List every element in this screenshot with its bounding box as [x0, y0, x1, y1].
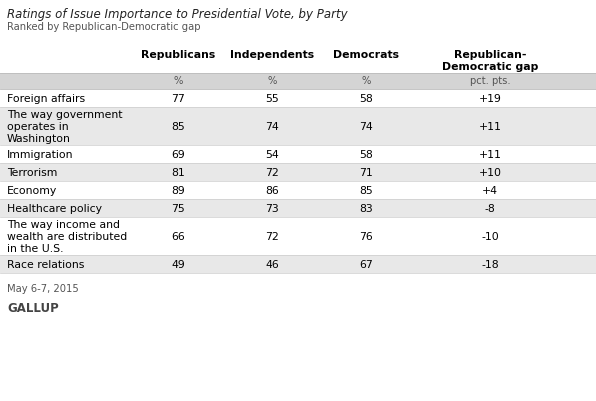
Text: 89: 89: [171, 186, 185, 196]
Text: GALLUP: GALLUP: [7, 301, 59, 314]
Text: 74: 74: [265, 122, 279, 132]
Text: %: %: [361, 76, 371, 86]
Text: 76: 76: [359, 231, 373, 241]
Text: %: %: [173, 76, 183, 86]
Text: pct. pts.: pct. pts.: [470, 76, 510, 86]
Text: Independents: Independents: [230, 50, 314, 60]
Text: Ratings of Issue Importance to Presidential Vote, by Party: Ratings of Issue Importance to President…: [7, 8, 347, 21]
Text: Immigration: Immigration: [7, 150, 73, 160]
Text: 58: 58: [359, 150, 373, 160]
Text: 75: 75: [171, 203, 185, 213]
Text: Republicans: Republicans: [141, 50, 215, 60]
Text: %: %: [268, 76, 277, 86]
Text: Terrorism: Terrorism: [7, 168, 57, 178]
Text: 71: 71: [359, 168, 373, 178]
Bar: [0, 164, 596, 182]
Text: +11: +11: [479, 150, 501, 160]
Text: +19: +19: [479, 94, 501, 104]
Text: Democrats: Democrats: [333, 50, 399, 60]
Text: Healthcare policy: Healthcare policy: [7, 203, 102, 213]
Text: 77: 77: [171, 94, 185, 104]
Text: +11: +11: [479, 122, 501, 132]
Text: 67: 67: [359, 259, 373, 269]
Text: 54: 54: [265, 150, 279, 160]
Bar: [0, 255, 596, 273]
Bar: [0, 90, 596, 108]
Text: 55: 55: [265, 94, 279, 104]
Text: +10: +10: [479, 168, 501, 178]
Text: 58: 58: [359, 94, 373, 104]
Text: -8: -8: [485, 203, 495, 213]
Text: Republican-
Democratic gap: Republican- Democratic gap: [442, 50, 538, 71]
Text: Foreign affairs: Foreign affairs: [7, 94, 85, 104]
Text: -18: -18: [481, 259, 499, 269]
Text: 72: 72: [265, 231, 279, 241]
Text: The way government
operates in
Washington: The way government operates in Washingto…: [7, 110, 123, 144]
Text: 85: 85: [171, 122, 185, 132]
Text: 86: 86: [265, 186, 279, 196]
Text: 81: 81: [171, 168, 185, 178]
Text: 72: 72: [265, 168, 279, 178]
Text: Ranked by Republican-Democratic gap: Ranked by Republican-Democratic gap: [7, 22, 200, 32]
Text: 83: 83: [359, 203, 373, 213]
Text: 85: 85: [359, 186, 373, 196]
Text: May 6-7, 2015: May 6-7, 2015: [7, 283, 79, 293]
Bar: [0, 108, 596, 146]
Text: The way income and
wealth are distributed
in the U.S.: The way income and wealth are distribute…: [7, 219, 128, 253]
Bar: [0, 74, 596, 90]
Bar: [0, 182, 596, 200]
Text: Race relations: Race relations: [7, 259, 85, 269]
Text: 49: 49: [171, 259, 185, 269]
Bar: [0, 200, 596, 217]
Text: Economy: Economy: [7, 186, 57, 196]
Text: 73: 73: [265, 203, 279, 213]
Text: 66: 66: [171, 231, 185, 241]
Bar: [0, 217, 596, 255]
Text: 74: 74: [359, 122, 373, 132]
Text: -10: -10: [481, 231, 499, 241]
Bar: [0, 146, 596, 164]
Text: 69: 69: [171, 150, 185, 160]
Text: +4: +4: [482, 186, 498, 196]
Text: 46: 46: [265, 259, 279, 269]
